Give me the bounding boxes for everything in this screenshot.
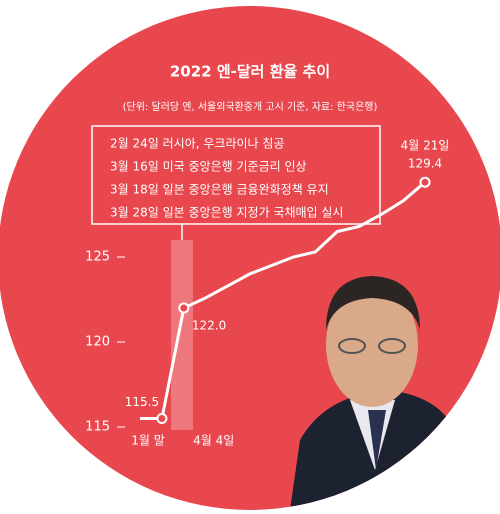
annotation-box [91, 125, 381, 225]
x-tick-label: 1월 말 [131, 434, 165, 448]
chart-subtitle: (단위: 달러당 엔, 서울외국환중개 고시 기준, 자료: 한국은행) [123, 100, 378, 113]
y-tick-label: 125 [85, 250, 110, 265]
annotation-line: 2월 24일 러시아, 우크라이나 침공 [110, 137, 284, 151]
value-label: 122.0 [192, 319, 226, 333]
data-point [419, 176, 431, 188]
photo [290, 276, 470, 510]
value-label: 115.5 [125, 395, 159, 409]
chart-title: 2022 엔-달러 환율 추이 [170, 63, 330, 81]
data-point [156, 413, 168, 424]
value-label: 129.4 [408, 157, 442, 171]
annotation-line: 3월 28일 일본 중앙은행 지정가 국채매입 실시 [110, 205, 343, 220]
y-tick-label: 120 [85, 335, 110, 350]
y-tick-label: 115 [85, 420, 110, 435]
event-band [171, 240, 193, 430]
data-point [178, 302, 190, 314]
annotation-line: 3월 18일 일본 중앙은행 금융완화정책 유지 [110, 182, 329, 197]
annotation-line: 3월 16일 미국 중앙은행 기준금리 인상 [110, 159, 307, 174]
end-date-label: 4월 21일 [401, 139, 450, 153]
x-tick-label: 4월 4일 [193, 434, 234, 448]
